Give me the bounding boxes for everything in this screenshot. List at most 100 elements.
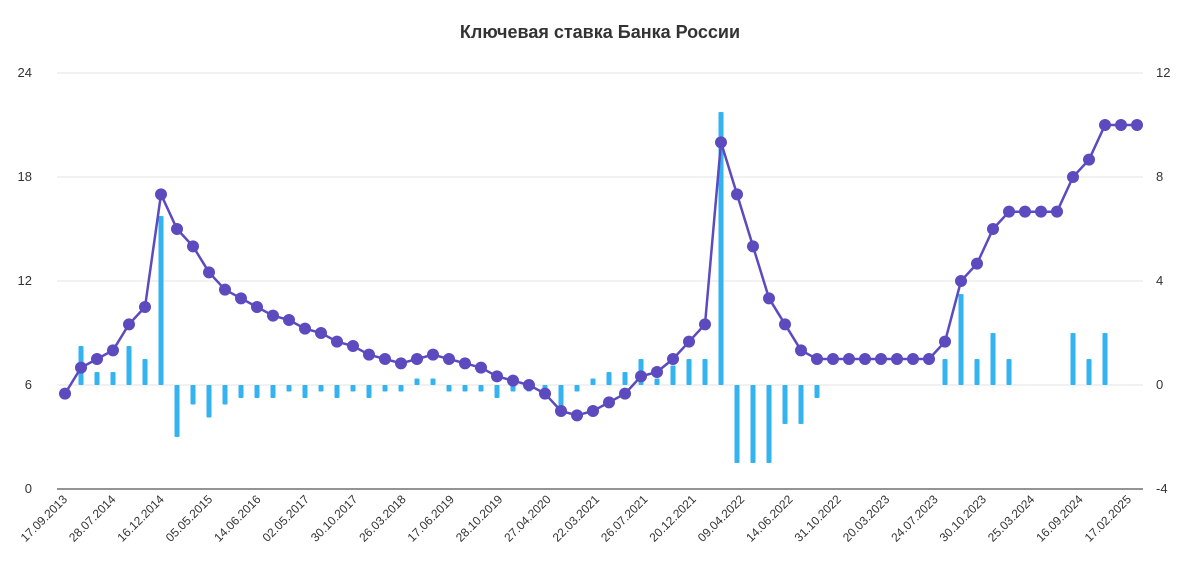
change-bar bbox=[94, 372, 100, 385]
key-rate-point bbox=[283, 314, 295, 326]
change-bar bbox=[958, 294, 964, 385]
x-tick-label: 20.12.2021 bbox=[646, 492, 699, 545]
key-rate-point bbox=[971, 257, 983, 270]
key-rate-point bbox=[315, 327, 327, 339]
key-rate-point bbox=[235, 292, 247, 305]
change-bar bbox=[1102, 333, 1108, 385]
change-bar bbox=[670, 365, 676, 385]
change-bar bbox=[606, 372, 612, 385]
key-rate-point bbox=[187, 240, 199, 253]
change-bar bbox=[750, 385, 756, 463]
key-rate-point bbox=[379, 353, 391, 365]
key-rate-point bbox=[1083, 153, 1095, 166]
change-bar bbox=[334, 385, 340, 398]
key-rate-point bbox=[555, 405, 567, 417]
change-bar bbox=[702, 359, 708, 385]
change-bar bbox=[574, 385, 580, 392]
key-rate-point bbox=[331, 335, 343, 348]
x-tick-label: 17.02.2025 bbox=[1082, 492, 1135, 545]
x-tick-label: 26.07.2021 bbox=[598, 492, 651, 545]
key-rate-point bbox=[251, 301, 263, 313]
chart-title: Ключевая ставка Банка России bbox=[459, 22, 741, 42]
change-bar bbox=[622, 372, 628, 385]
key-rate-point bbox=[1035, 205, 1047, 218]
left-y-tick-label: 18 bbox=[18, 169, 32, 184]
change-bar bbox=[814, 385, 820, 398]
x-tick-label: 22.03.2021 bbox=[550, 492, 603, 545]
change-bar bbox=[558, 385, 564, 411]
change-bar bbox=[238, 385, 244, 398]
change-bar bbox=[350, 385, 356, 392]
key-rate-point bbox=[1099, 119, 1111, 131]
right-y-tick-label: 4 bbox=[1156, 273, 1163, 288]
x-tick-label: 14.06.2016 bbox=[211, 492, 264, 545]
change-bar bbox=[366, 385, 372, 398]
key-rate-point bbox=[715, 136, 727, 149]
change-bar bbox=[318, 385, 324, 392]
key-rate-point bbox=[811, 353, 823, 365]
x-tick-label: 17.09.2013 bbox=[18, 492, 71, 545]
key-rate-point bbox=[907, 353, 919, 365]
key-rate-point bbox=[91, 353, 103, 365]
change-bar bbox=[494, 385, 500, 398]
change-bar bbox=[1086, 359, 1092, 385]
key-rate-point bbox=[587, 405, 599, 417]
key-rate-point bbox=[651, 366, 663, 378]
key-rate-point bbox=[1131, 119, 1143, 131]
x-tick-label: 20.03.2023 bbox=[840, 492, 893, 545]
change-bar bbox=[974, 359, 980, 385]
key-rate-point bbox=[747, 240, 759, 253]
change-bar bbox=[478, 385, 484, 392]
change-bar bbox=[942, 359, 948, 385]
x-tick-label: 30.10.2017 bbox=[308, 492, 361, 545]
key-rate-point bbox=[1115, 119, 1127, 131]
x-tick-label: 30.10.2023 bbox=[937, 492, 990, 545]
change-bar bbox=[126, 346, 132, 385]
change-bar bbox=[190, 385, 196, 405]
key-rate-point bbox=[955, 275, 967, 287]
change-bar bbox=[1070, 333, 1076, 385]
change-bar bbox=[206, 385, 212, 418]
change-bar bbox=[430, 378, 436, 385]
key-rate-point bbox=[203, 266, 215, 279]
key-rate-point bbox=[843, 353, 855, 365]
key-rate-point bbox=[171, 223, 183, 235]
change-bar bbox=[398, 385, 404, 392]
change-bar bbox=[254, 385, 260, 398]
change-bar bbox=[990, 333, 996, 385]
key-rate-point bbox=[107, 344, 119, 357]
key-rate-point bbox=[667, 353, 679, 365]
key-rate-point bbox=[1019, 205, 1031, 218]
change-bar bbox=[286, 385, 292, 392]
key-rate-point bbox=[875, 353, 887, 365]
key-rate-point bbox=[859, 353, 871, 365]
change-bar bbox=[654, 378, 660, 385]
key-rate-point bbox=[1003, 205, 1015, 218]
key-rate-point bbox=[475, 361, 487, 374]
key-rate-point bbox=[795, 344, 807, 357]
key-rate-point bbox=[267, 309, 279, 322]
x-tick-label: 25.03.2024 bbox=[985, 492, 1038, 545]
x-tick-label: 27.04.2020 bbox=[501, 492, 554, 545]
left-y-tick-label: 0 bbox=[25, 481, 32, 496]
key-rate-point bbox=[539, 387, 551, 400]
change-bar bbox=[462, 385, 468, 392]
change-bar bbox=[158, 216, 164, 385]
key-rate-point bbox=[635, 370, 647, 383]
key-rate-point bbox=[491, 370, 503, 383]
change-bar bbox=[142, 359, 148, 385]
key-rate-point bbox=[299, 322, 311, 335]
key-rate-point bbox=[507, 374, 519, 387]
key-rate-point bbox=[827, 353, 839, 365]
right-y-tick-label: -4 bbox=[1156, 481, 1168, 496]
key-rate-point bbox=[123, 318, 135, 331]
change-bar bbox=[782, 385, 788, 424]
key-rate-point bbox=[155, 188, 167, 201]
x-tick-label: 28.07.2014 bbox=[66, 492, 119, 545]
key-rate-point bbox=[619, 387, 631, 400]
key-rate-point bbox=[699, 318, 711, 331]
x-tick-label: 16.12.2014 bbox=[114, 492, 167, 545]
key-rate-point bbox=[75, 361, 87, 374]
key-rate-point bbox=[219, 283, 231, 296]
change-bar bbox=[590, 378, 596, 385]
